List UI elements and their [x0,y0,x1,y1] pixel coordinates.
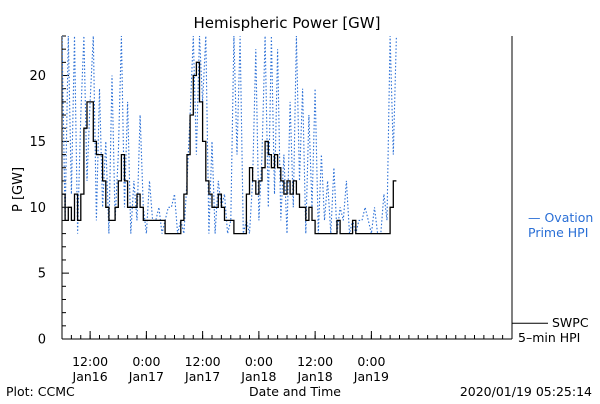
series-ovation-prime-hpi [62,36,397,235]
x-tick-sublabel: Jan17 [128,369,164,384]
x-tick-label: 12:00 [297,354,333,369]
footer-timestamp: 2020/01/19 05:25:14 [460,384,592,399]
series-line [62,36,397,235]
x-tick-label: 12:00 [72,354,108,369]
x-axis-label: Date and Time [249,384,341,399]
x-tick-label: 0:00 [245,354,273,369]
x-tick-label: 0:00 [132,354,160,369]
y-tick-label: 5 [38,267,46,282]
series-line [62,61,397,235]
x-tick-label: 12:00 [185,354,221,369]
x-tick-label: 0:00 [357,354,385,369]
legend-swpc-line1: SWPC [552,315,589,330]
y-tick-label: 0 [38,333,46,348]
y-tick-label: 15 [29,135,46,150]
x-tick-sublabel: Jan18 [297,369,333,384]
x-tick-sublabel: Jan16 [72,369,108,384]
y-tick-label: 20 [29,69,46,84]
footer-credit: Plot: CCMC [6,384,75,399]
y-axis-label: P [GW] [11,167,26,212]
chart-title: Hemispheric Power [GW] [194,14,381,32]
legend-ovation-line2: Prime HPI [528,225,588,240]
legend-ovation-line1: — Ovation [528,210,593,225]
legend-swpc-line2: 5–min HPI [518,330,580,345]
y-tick-label: 10 [29,201,46,216]
series-swpc-hpi [62,61,397,235]
x-tick-sublabel: Jan18 [240,369,276,384]
x-tick-sublabel: Jan19 [353,369,389,384]
x-tick-sublabel: Jan17 [184,369,220,384]
